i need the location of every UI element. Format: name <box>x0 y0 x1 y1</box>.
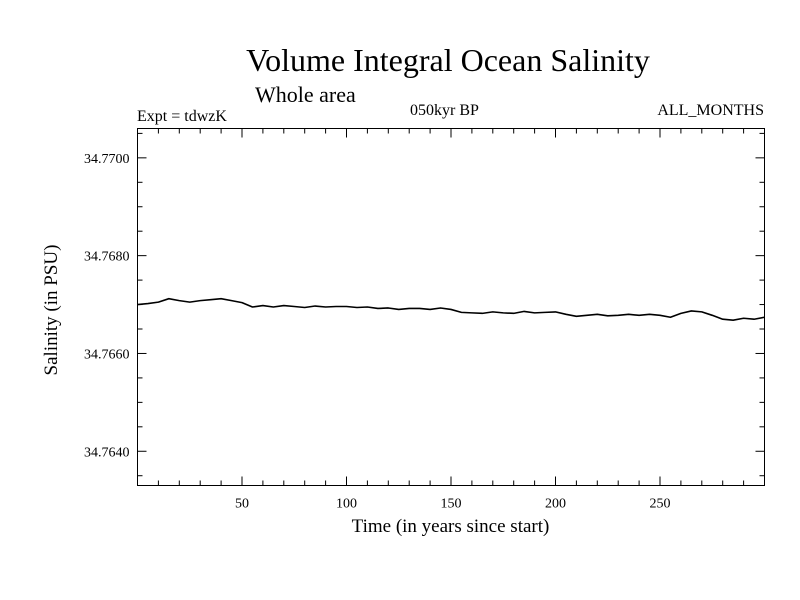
x-axis-label: Time (in years since start) <box>351 516 550 537</box>
chart-subtitle: Whole area <box>255 82 356 107</box>
y-tick-label: 34.7680 <box>84 250 130 265</box>
y-tick-label: 34.7700 <box>84 152 130 167</box>
period-label: 050kyr BP <box>410 102 479 119</box>
chart-title: Volume Integral Ocean Salinity <box>246 42 650 78</box>
y-tick-label: 34.7640 <box>84 445 130 460</box>
axis-ticks <box>137 128 765 486</box>
salinity-series-line <box>137 297 765 321</box>
months-label: ALL_MONTHS <box>657 102 764 119</box>
experiment-label: Expt = tdwzK <box>137 108 227 125</box>
x-tick-label: 150 <box>441 497 462 512</box>
axis-tick-labels: 50 100 150 200 250 34.7640 34.7660 34.7680 34.77… <box>84 152 671 512</box>
x-tick-label: 250 <box>650 497 671 512</box>
plot-frame <box>137 128 765 486</box>
x-tick-label: 200 <box>545 497 566 512</box>
y-tick-label: 34.7660 <box>84 347 130 362</box>
x-tick-label: 50 <box>235 497 249 512</box>
x-tick-label: 100 <box>336 497 357 512</box>
